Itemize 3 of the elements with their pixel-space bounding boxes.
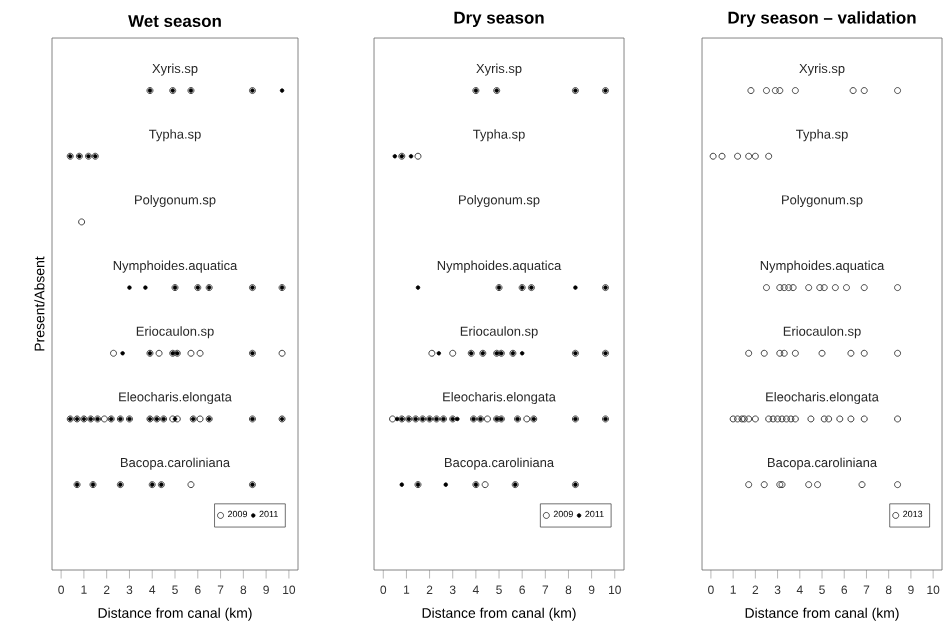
chart-title: Wet season (128, 15, 221, 28)
chart-title: Dry season – validation (728, 11, 916, 27)
chart-title: Dry season (454, 11, 544, 27)
